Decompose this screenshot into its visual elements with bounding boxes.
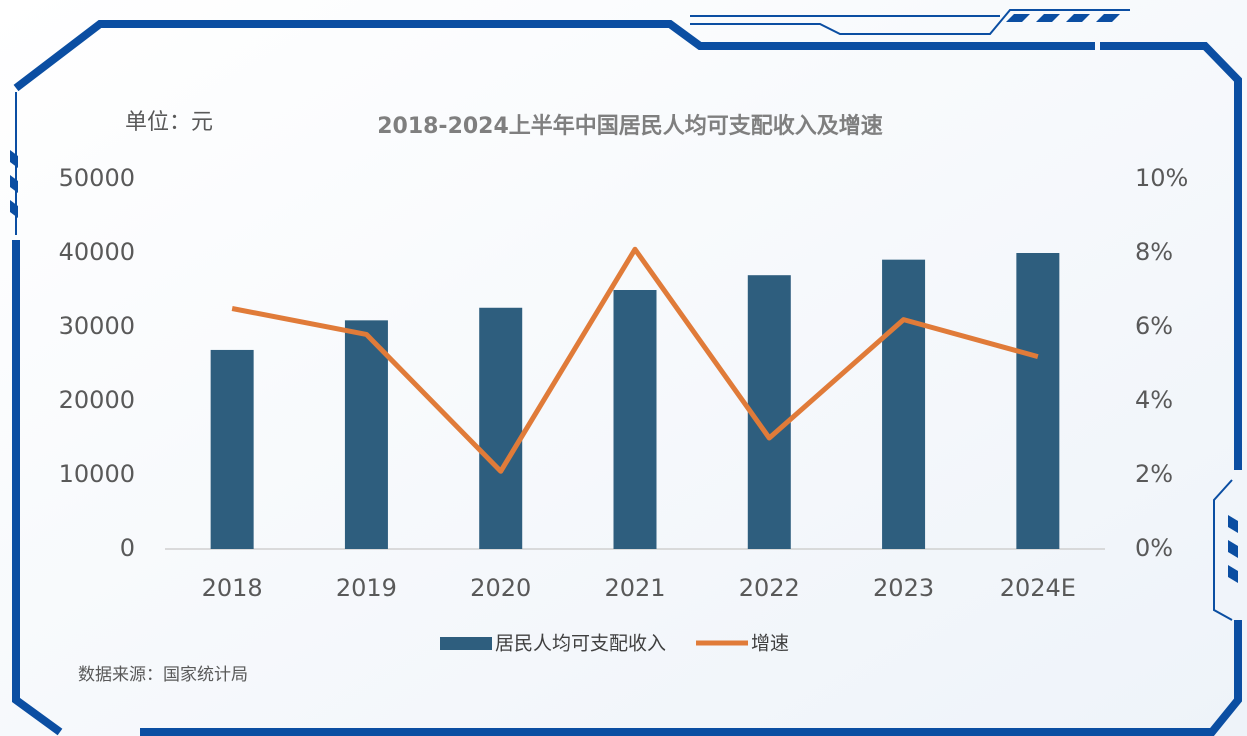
unit-label: 单位：元 (125, 110, 213, 135)
y2-tick-label: 6% (1135, 312, 1173, 340)
y-tick-label: 50000 (59, 164, 135, 192)
x-tick-label: 2023 (873, 574, 934, 602)
bar (479, 307, 523, 549)
line (231, 246, 1039, 474)
bar (613, 290, 657, 549)
x-tick-label: 2020 (470, 574, 531, 602)
x-tick-label: 2019 (336, 574, 397, 602)
legend-swatch (440, 637, 492, 650)
y-tick-label: 10000 (59, 460, 135, 488)
y-tick-label: 30000 (59, 312, 135, 340)
y2-tick-label: 2% (1135, 460, 1173, 488)
y2-tick-label: 0% (1135, 534, 1173, 562)
frame-stripes (10, 14, 1238, 583)
x-tick-label: 2022 (739, 574, 800, 602)
legend-label: 增速 (751, 633, 789, 655)
bar (210, 349, 254, 549)
y-tick-label: 20000 (59, 386, 135, 414)
y2-tick-label: 8% (1135, 238, 1173, 266)
y2-tick-label: 10% (1135, 164, 1188, 192)
frame (12, 20, 1242, 736)
legend-label: 居民人均可支配收入 (495, 633, 666, 655)
source-note: 数据来源：国家统计局 (78, 665, 248, 685)
bar (1016, 253, 1060, 549)
bar (747, 275, 791, 549)
x-tick-label: 2021 (604, 574, 665, 602)
y-tick-label: 0 (120, 534, 135, 562)
bar (882, 259, 926, 549)
bar (344, 320, 388, 549)
y2-tick-label: 4% (1135, 386, 1173, 414)
y-tick-label: 40000 (59, 238, 135, 266)
x-tick-label: 2018 (202, 574, 263, 602)
x-tick-label: 2024E (1000, 574, 1076, 602)
chart-title: 2018-2024上半年中国居民人均可支配收入及增速 (377, 113, 883, 139)
